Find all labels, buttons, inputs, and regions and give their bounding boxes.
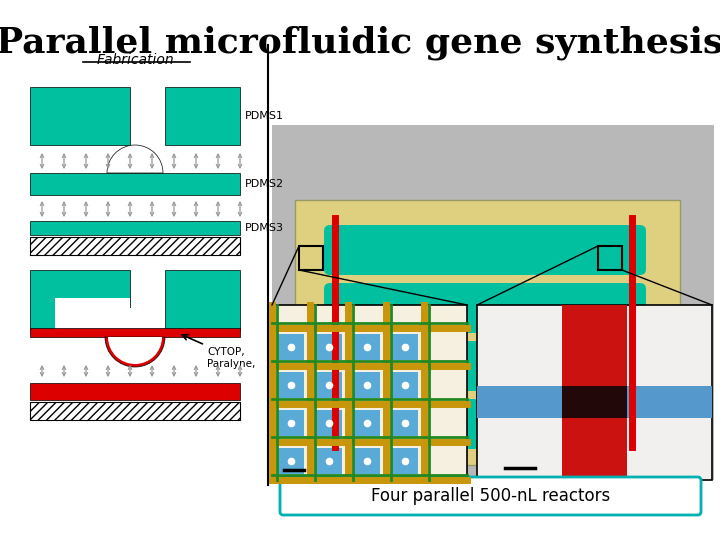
Bar bbox=[278, 372, 304, 398]
Bar bbox=[30, 237, 240, 255]
Bar bbox=[278, 334, 304, 360]
Text: PDMS1: PDMS1 bbox=[245, 111, 284, 121]
Bar bbox=[30, 173, 240, 195]
Bar bbox=[130, 308, 165, 330]
Bar bbox=[316, 410, 342, 436]
Bar bbox=[354, 448, 380, 474]
Bar bbox=[55, 298, 130, 330]
Bar bbox=[278, 410, 304, 436]
Bar bbox=[354, 372, 380, 398]
Bar bbox=[272, 305, 467, 480]
FancyBboxPatch shape bbox=[324, 225, 646, 275]
Wedge shape bbox=[108, 337, 162, 364]
Bar bbox=[30, 87, 130, 145]
Bar bbox=[562, 386, 627, 418]
Bar bbox=[392, 334, 418, 360]
FancyBboxPatch shape bbox=[324, 283, 646, 333]
Bar bbox=[354, 410, 380, 436]
FancyBboxPatch shape bbox=[280, 477, 701, 515]
Wedge shape bbox=[105, 337, 165, 367]
Bar bbox=[30, 270, 130, 330]
Bar bbox=[354, 334, 380, 360]
Bar bbox=[477, 305, 712, 480]
Bar bbox=[30, 221, 240, 235]
Bar bbox=[30, 383, 240, 400]
Text: CYTOP,
Paralyne,: CYTOP, Paralyne, bbox=[207, 347, 256, 369]
Bar bbox=[598, 246, 622, 270]
Bar bbox=[165, 270, 240, 330]
Bar bbox=[165, 87, 240, 145]
Bar bbox=[295, 200, 680, 465]
Bar bbox=[278, 448, 304, 474]
Wedge shape bbox=[107, 145, 163, 173]
Bar bbox=[316, 448, 342, 474]
Bar bbox=[562, 305, 627, 480]
Text: Parallel microfluidic gene synthesis: Parallel microfluidic gene synthesis bbox=[0, 25, 720, 59]
Bar bbox=[316, 372, 342, 398]
Bar bbox=[477, 386, 712, 418]
FancyBboxPatch shape bbox=[324, 341, 646, 391]
Text: Fabrication: Fabrication bbox=[96, 53, 174, 67]
Bar bbox=[392, 372, 418, 398]
Bar bbox=[316, 334, 342, 360]
Bar bbox=[392, 448, 418, 474]
FancyBboxPatch shape bbox=[324, 399, 646, 449]
Bar bbox=[299, 246, 323, 270]
Bar bbox=[30, 328, 240, 337]
Bar bbox=[272, 125, 714, 480]
Text: Four parallel 500-nL reactors: Four parallel 500-nL reactors bbox=[371, 487, 610, 505]
Text: PDMS2: PDMS2 bbox=[245, 179, 284, 189]
Bar bbox=[30, 402, 240, 420]
Text: PDMS3: PDMS3 bbox=[245, 223, 284, 233]
Bar bbox=[392, 410, 418, 436]
